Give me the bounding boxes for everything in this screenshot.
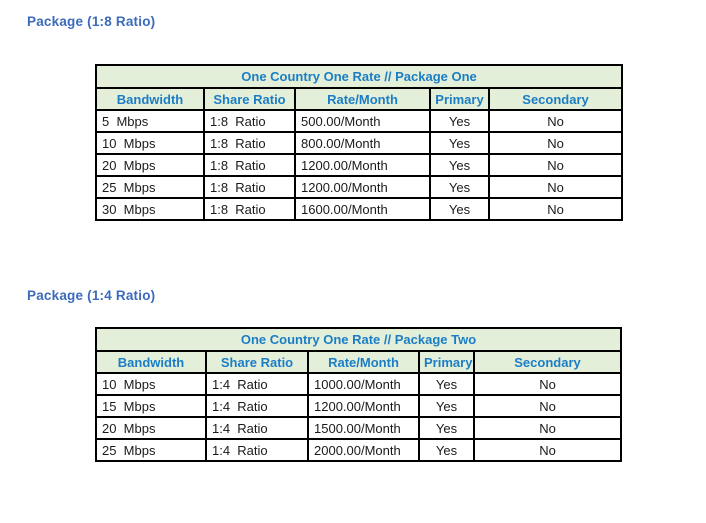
cell-bandwidth: 25 Mbps bbox=[95, 175, 205, 199]
cell-secondary: No bbox=[472, 394, 623, 418]
table-title-row: One Country One Rate // Package One bbox=[94, 64, 624, 89]
table-title: One Country One Rate // Package One bbox=[94, 64, 624, 89]
cell-rate-month: 1000.00/Month bbox=[307, 372, 420, 396]
table-row: 30 Mbps 1:8 Ratio 1600.00/Month Yes No bbox=[95, 197, 624, 221]
cell-bandwidth: 25 Mbps bbox=[95, 438, 207, 462]
table-row: 25 Mbps 1:4 Ratio 2000.00/Month Yes No bbox=[95, 438, 623, 462]
cell-secondary: No bbox=[472, 438, 623, 462]
column-header-share-ratio: Share Ratio bbox=[203, 87, 296, 111]
table-row: 5 Mbps 1:8 Ratio 500.00/Month Yes No bbox=[95, 109, 624, 133]
cell-bandwidth: 30 Mbps bbox=[95, 197, 205, 221]
cell-secondary: No bbox=[487, 153, 624, 177]
cell-rate-month: 1500.00/Month bbox=[307, 416, 420, 440]
cell-share-ratio: 1:8 Ratio bbox=[203, 131, 296, 155]
cell-secondary: No bbox=[487, 131, 624, 155]
cell-rate-month: 1200.00/Month bbox=[307, 394, 420, 418]
table-row: 20 Mbps 1:8 Ratio 1200.00/Month Yes No bbox=[95, 153, 624, 177]
cell-secondary: No bbox=[487, 197, 624, 221]
cell-bandwidth: 20 Mbps bbox=[95, 416, 207, 440]
cell-share-ratio: 1:8 Ratio bbox=[203, 153, 296, 177]
cell-primary: Yes bbox=[429, 153, 490, 177]
cell-primary: Yes bbox=[418, 416, 475, 440]
cell-secondary: No bbox=[472, 372, 623, 396]
table-row: 10 Mbps 1:4 Ratio 1000.00/Month Yes No bbox=[95, 372, 623, 396]
cell-share-ratio: 1:4 Ratio bbox=[205, 416, 309, 440]
cell-primary: Yes bbox=[429, 109, 490, 133]
table-title: One Country One Rate // Package Two bbox=[94, 327, 623, 352]
column-header-rate-month: Rate/Month bbox=[307, 350, 420, 374]
column-header-row: Bandwidth Share Ratio Rate/Month Primary… bbox=[95, 87, 624, 111]
cell-bandwidth: 20 Mbps bbox=[95, 153, 205, 177]
cell-share-ratio: 1:4 Ratio bbox=[205, 394, 309, 418]
cell-primary: Yes bbox=[418, 394, 475, 418]
column-header-primary: Primary bbox=[429, 87, 490, 111]
cell-share-ratio: 1:8 Ratio bbox=[203, 197, 296, 221]
column-header-rate-month: Rate/Month bbox=[294, 87, 431, 111]
cell-rate-month: 1600.00/Month bbox=[294, 197, 431, 221]
table-body: 10 Mbps 1:4 Ratio 1000.00/Month Yes No 15 Mbp… bbox=[95, 372, 623, 462]
table-row: 25 Mbps 1:8 Ratio 1200.00/Month Yes No bbox=[95, 175, 624, 199]
package-1-4-heading: Package (1:4 Ratio) bbox=[27, 288, 156, 303]
table-body: 5 Mbps 1:8 Ratio 500.00/Month Yes No 10 Mbps 1… bbox=[95, 109, 624, 221]
cell-primary: Yes bbox=[429, 197, 490, 221]
table-row: 15 Mbps 1:4 Ratio 1200.00/Month Yes No bbox=[95, 394, 623, 418]
column-header-secondary: Secondary bbox=[487, 87, 624, 111]
cell-rate-month: 2000.00/Month bbox=[307, 438, 420, 462]
package-two-table: One Country One Rate // Package Two Band… bbox=[94, 327, 623, 462]
column-header-share-ratio: Share Ratio bbox=[205, 350, 309, 374]
table-row: 20 Mbps 1:4 Ratio 1500.00/Month Yes No bbox=[95, 416, 623, 440]
package-one-table: One Country One Rate // Package One Band… bbox=[94, 64, 624, 221]
cell-share-ratio: 1:4 Ratio bbox=[205, 438, 309, 462]
cell-secondary: No bbox=[487, 109, 624, 133]
cell-primary: Yes bbox=[418, 372, 475, 396]
cell-rate-month: 500.00/Month bbox=[294, 109, 431, 133]
cell-rate-month: 1200.00/Month bbox=[294, 175, 431, 199]
cell-bandwidth: 15 Mbps bbox=[95, 394, 207, 418]
cell-primary: Yes bbox=[429, 131, 490, 155]
cell-rate-month: 800.00/Month bbox=[294, 131, 431, 155]
cell-bandwidth: 10 Mbps bbox=[95, 131, 205, 155]
column-header-bandwidth: Bandwidth bbox=[95, 87, 205, 111]
cell-rate-month: 1200.00/Month bbox=[294, 153, 431, 177]
table-title-row: One Country One Rate // Package Two bbox=[94, 327, 623, 352]
cell-primary: Yes bbox=[429, 175, 490, 199]
cell-share-ratio: 1:8 Ratio bbox=[203, 109, 296, 133]
column-header-secondary: Secondary bbox=[472, 350, 623, 374]
cell-bandwidth: 5 Mbps bbox=[95, 109, 205, 133]
column-header-row: Bandwidth Share Ratio Rate/Month Primary… bbox=[95, 350, 623, 374]
cell-share-ratio: 1:4 Ratio bbox=[205, 372, 309, 396]
table-row: 10 Mbps 1:8 Ratio 800.00/Month Yes No bbox=[95, 131, 624, 155]
column-header-primary: Primary bbox=[418, 350, 475, 374]
cell-bandwidth: 10 Mbps bbox=[95, 372, 207, 396]
cell-share-ratio: 1:8 Ratio bbox=[203, 175, 296, 199]
cell-secondary: No bbox=[487, 175, 624, 199]
column-header-bandwidth: Bandwidth bbox=[95, 350, 207, 374]
cell-secondary: No bbox=[472, 416, 623, 440]
package-1-8-heading: Package (1:8 Ratio) bbox=[27, 14, 156, 29]
cell-primary: Yes bbox=[418, 438, 475, 462]
